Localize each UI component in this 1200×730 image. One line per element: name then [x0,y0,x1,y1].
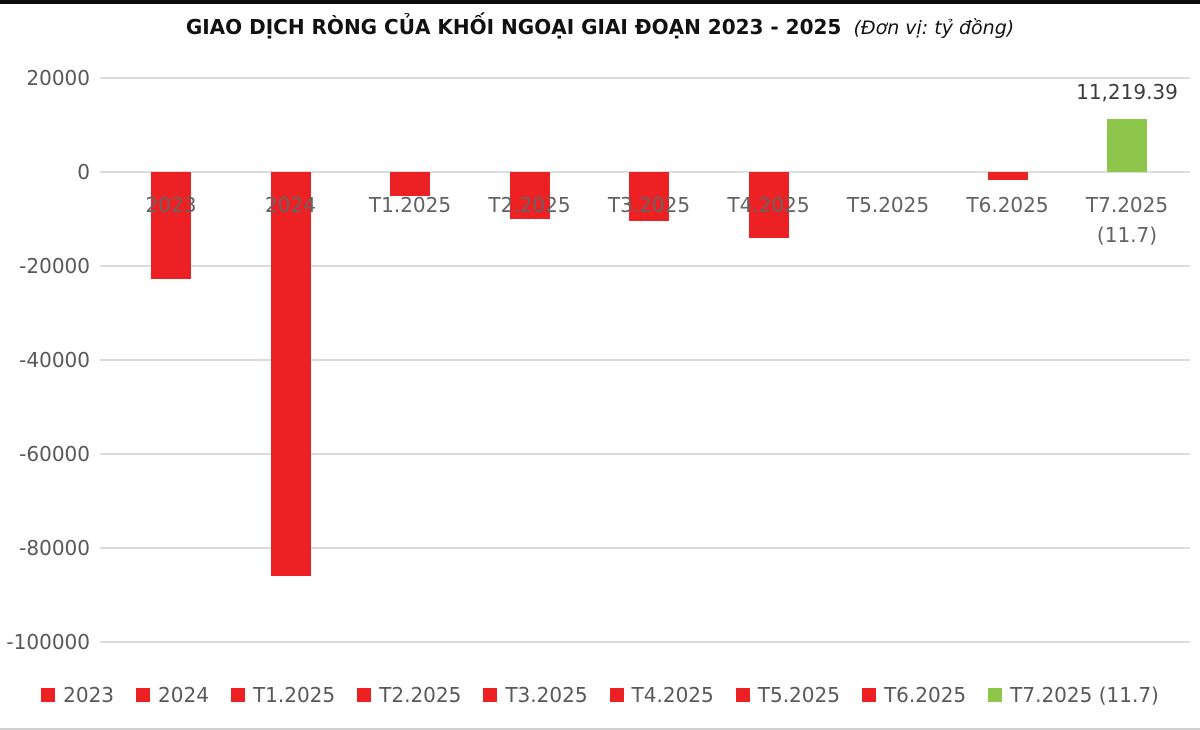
y-gridline--20000 [100,265,1190,267]
x-axis-label-line: 2024 [265,193,316,217]
legend-item-t3-2025: T3.2025 [483,683,588,707]
x-axis-label-line: T5.2025 [846,193,930,217]
x-axis-label-t3-2025: T3.2025 [569,190,729,220]
y-gridline--40000 [100,359,1190,361]
legend-item-t6-2025: T6.2025 [861,683,967,707]
y-axis-label-0: 0 [77,160,90,184]
legend-swatch-t2-2025 [357,688,372,702]
legend-swatch-t7-2025-11-7 [988,688,1003,702]
legend-label-t5-2025: T5.2025 [757,683,840,707]
y-gridline--100000 [100,641,1190,643]
legend-label-t3-2025: T3.2025 [505,683,588,707]
x-axis-label-line: T7.2025 [1085,193,1169,217]
legend-swatch-2023 [41,688,56,702]
chart-title-unit: (Đơn vị: tỷ đồng) [853,17,1015,39]
y-axis-label-20000: 20000 [26,66,90,90]
bottom-border-line [0,728,1200,730]
legend-item-t2-2025: T2.2025 [357,683,461,707]
legend-label-2024: 2024 [158,683,209,707]
bar-value-label-t7-2025-11-7: 11,219.39 [1076,80,1178,105]
y-gridline--60000 [100,453,1190,455]
legend-item-t5-2025: T5.2025 [735,683,840,707]
x-axis-label-t7-2025-11-7: T7.2025 (11.7) [1047,190,1200,250]
bar-t6-2025 [987,172,1028,180]
legend-label-t6-2025: T6.2025 [883,683,967,707]
y-axis-label--80000: -80000 [19,536,90,560]
x-axis-label-t5-2025: T5.2025 [808,190,968,220]
bar-t4-2025 [748,172,789,238]
legend-label-t2-2025: T2.2025 [379,683,462,707]
legend-label-t7-2025-11-7: T7.2025 (11.7) [1010,683,1159,707]
x-axis-label-t1-2025: T1.2025 [330,190,490,220]
legend: 2023 2024 T1.2025 T2.2025 T3.2025 T4.2025 T5.2… [0,683,1200,707]
legend-label-t4-2025: T4.2025 [631,683,714,707]
y-axis-label--20000: -20000 [19,254,90,278]
x-axis-label-line: T3.2025 [607,193,691,217]
x-axis-label-2023: 2023 [91,190,251,220]
x-axis-label-t2-2025: T2.2025 [450,190,610,220]
bar-2023 [151,172,191,280]
x-axis-label-line: 2023 [145,193,197,217]
legend-swatch-t5-2025 [735,688,750,702]
legend-swatch-t3-2025 [483,688,498,702]
bar-t7-2025-11-7 [1107,119,1147,172]
legend-item-t4-2025: T4.2025 [609,683,714,707]
y-gridline--80000 [100,547,1190,549]
x-axis-label-line: T1.2025 [368,193,452,217]
x-axis-label-line: T2.2025 [488,193,571,217]
x-axis-label-line: T6.2025 [966,193,1049,217]
legend-item-2023: 2023 [41,683,114,707]
bar-t1-2025 [390,172,430,197]
y-axis-label--60000: -60000 [19,442,90,466]
x-axis-label-line: T4.2025 [727,193,810,217]
x-axis-label-2024: 2024 [211,190,371,220]
legend-swatch-t1-2025 [230,688,245,702]
legend-label-2023: 2023 [63,683,115,707]
legend-swatch-t4-2025 [609,688,624,702]
legend-label-t1-2025: T1.2025 [252,683,336,707]
y-axis-label--100000: -100000 [6,630,90,654]
legend-item-t7-2025-11-7: T7.2025 (11.7) [988,683,1159,707]
y-axis-label--40000: -40000 [19,348,90,372]
legend-swatch-t6-2025 [861,688,876,702]
chart-title-text: GIAO DỊCH RÒNG CỦA KHỐI NGOẠI GIAI ĐOẠN … [185,15,842,39]
x-axis-label-line: (11.7) [1096,223,1158,247]
bar-t2-2025 [509,172,550,219]
x-axis-label-t6-2025: T6.2025 [928,190,1088,220]
x-axis-label-t4-2025: T4.2025 [689,190,849,220]
y-gridline-20000 [100,77,1190,79]
bar-t3-2025 [629,172,669,222]
chart-title: GIAO DỊCH RÒNG CỦA KHỐI NGOẠI GIAI ĐOẠN … [0,15,1200,39]
top-border-line [0,0,1200,4]
legend-swatch-2024 [136,688,151,702]
legend-item-t1-2025: T1.2025 [230,683,336,707]
legend-item-2024: 2024 [136,683,209,707]
bar-2024 [270,172,311,577]
